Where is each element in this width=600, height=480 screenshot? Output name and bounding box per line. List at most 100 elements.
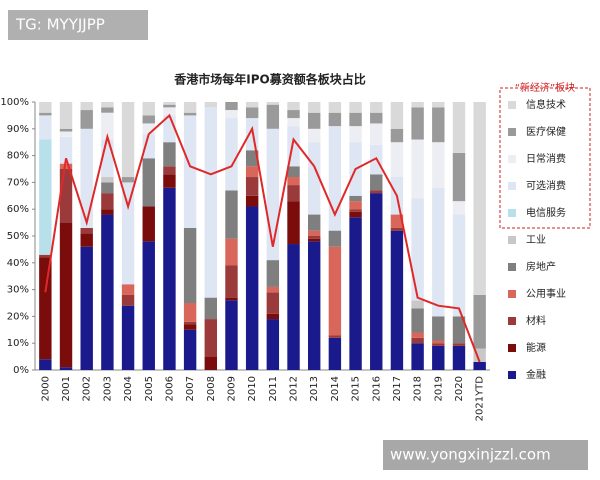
bar-segment [225, 118, 238, 191]
bar-segment [80, 102, 93, 111]
bar-segment [390, 230, 404, 370]
bar-segment [390, 142, 404, 178]
x-tick-label: 2018 [413, 376, 424, 401]
bar-segment [411, 332, 424, 338]
legend-label: 材料 [526, 314, 546, 327]
bar-segment [183, 324, 197, 330]
x-tick-label: 2019 [433, 376, 444, 401]
bar-segment [39, 257, 52, 360]
bar-segment [349, 217, 362, 370]
bar-segment [308, 241, 321, 370]
bar-segment [308, 142, 321, 215]
bar-segment [245, 177, 259, 196]
bar-segment [452, 343, 466, 346]
bar-segment [349, 126, 362, 143]
bar-segment [39, 112, 52, 116]
bar-segment [245, 195, 259, 207]
bar-segment [121, 177, 135, 183]
bar-segment [245, 166, 259, 178]
bar-segment [287, 185, 300, 202]
legend-label: 日常消费 [526, 152, 566, 165]
bar-segment [183, 115, 197, 228]
bar-segment [59, 131, 73, 137]
x-tick-label: 2015 [351, 376, 362, 401]
x-tick-label: 2017 [392, 376, 403, 401]
bar-segment [349, 211, 362, 218]
legend-label: 工业 [526, 234, 546, 246]
line [44, 113, 481, 363]
bar-segment [287, 201, 300, 245]
bar-segment [308, 236, 321, 239]
bar-segment [266, 104, 280, 129]
watermark-box [8, 10, 148, 40]
bar-segment [308, 230, 321, 236]
bar-segment [39, 102, 52, 113]
bar-segment [163, 174, 176, 188]
x-tick-label: 2002 [82, 376, 93, 401]
bar-segment [80, 233, 93, 247]
legend-swatch [508, 128, 516, 136]
bar-segment [142, 123, 155, 135]
y-tick-label: 90% [7, 124, 29, 135]
bar-segment [59, 128, 73, 132]
bar-segment [225, 297, 238, 301]
bar-segment [266, 286, 280, 293]
bar-segment [204, 107, 217, 298]
legend-swatch [508, 371, 516, 379]
bar-segment [411, 198, 424, 301]
bar-segment [452, 152, 466, 202]
legend-swatch [508, 155, 516, 163]
bar-segment [432, 187, 445, 317]
y-tick-label: 0% [13, 365, 29, 376]
x-tick-label: 2006 [164, 376, 175, 401]
bar-segment [370, 123, 383, 145]
bar-segment [121, 284, 135, 295]
bar-segment [266, 128, 280, 261]
bar-segment [328, 230, 342, 247]
x-tick-label: 2020 [454, 376, 465, 401]
x-tick-label: 2013 [309, 376, 320, 401]
bar-segment [287, 110, 300, 119]
bar-segment [390, 214, 404, 228]
y-tick-label: 30% [7, 285, 29, 296]
bar-segment [39, 254, 52, 258]
legend-swatch [508, 290, 516, 298]
bar-segment [328, 126, 342, 231]
bar-segment [266, 292, 280, 314]
x-tick-label: 2008 [206, 376, 217, 401]
bar-segment [204, 356, 217, 370]
bar-segment [411, 139, 424, 199]
bar-segment [432, 102, 445, 108]
legend-label: 可选消费 [526, 179, 566, 192]
bar-segment [245, 102, 259, 108]
bar-segment [432, 340, 445, 344]
bar-segment [452, 214, 466, 317]
bar-segment [432, 343, 445, 346]
bar-segment [101, 193, 114, 210]
x-tick-label: 2011 [268, 376, 279, 401]
bar-segment [411, 107, 424, 140]
bar-segment [390, 102, 404, 129]
bar-segment [390, 128, 404, 143]
bar-segment [101, 177, 114, 183]
bar-segment [121, 102, 135, 178]
bar-segment [163, 102, 176, 105]
y-tick-label: 70% [7, 177, 29, 188]
bar-segment [432, 107, 445, 143]
bar-segment [328, 102, 342, 113]
bar-segment [370, 102, 383, 113]
bar-segment [142, 134, 155, 159]
bar-segment [370, 190, 383, 194]
legend-label: 信息技术 [526, 98, 566, 111]
bar-segment [328, 337, 342, 370]
bar-segment [225, 110, 238, 119]
legend-label: 医疗保健 [526, 125, 566, 138]
bar-segment [101, 107, 114, 113]
bar-segment [101, 112, 114, 140]
bar-segment [225, 190, 238, 239]
legend-label: 能源 [526, 341, 546, 354]
x-tick-label: 2010 [247, 376, 258, 401]
bar-segment [121, 305, 135, 370]
x-tick-label: 2016 [371, 376, 382, 401]
